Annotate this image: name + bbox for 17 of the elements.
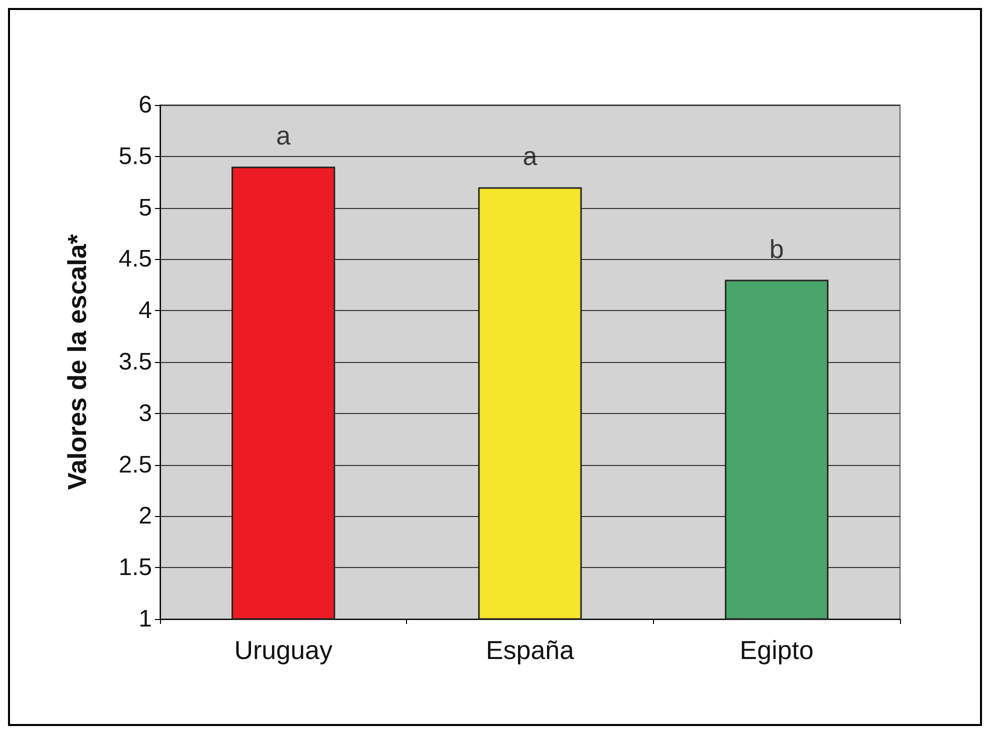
x-tick-label: Uruguay: [234, 635, 332, 665]
y-tick-label: 5: [138, 194, 152, 222]
annotation: b: [769, 234, 784, 264]
y-tick-label: 2: [138, 502, 152, 530]
y-tick-label: 2.5: [118, 451, 152, 478]
y-axis-title: Valores de la escala*: [62, 233, 92, 490]
y-tick-label: 3: [138, 400, 152, 427]
y-tick-label: 5.5: [118, 142, 152, 170]
y-tick-label: 1.5: [118, 554, 152, 582]
y-tick-label: 1: [138, 606, 152, 632]
y-tick-label: 4: [138, 297, 152, 324]
annotation: a: [276, 120, 292, 151]
y-tick-label: 3.5: [118, 348, 152, 376]
y-tick-label: 4.5: [118, 246, 152, 273]
x-tick-label: Egipto: [740, 635, 814, 665]
y-tick-label: 6: [138, 92, 152, 118]
x-tick-label: España: [486, 635, 575, 665]
